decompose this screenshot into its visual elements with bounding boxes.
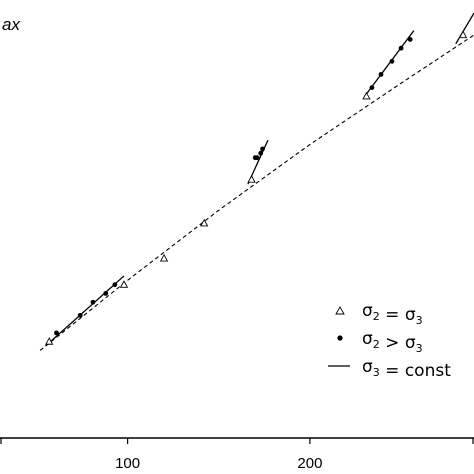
triangle-point xyxy=(119,280,129,288)
legend-triangle-marker xyxy=(335,306,345,315)
legend-label: σ2 > σ3 xyxy=(362,329,423,355)
legend-text-part: = const xyxy=(380,361,451,381)
triangle-point xyxy=(458,30,468,39)
filled-point xyxy=(398,45,404,51)
filled-point xyxy=(54,330,59,336)
filled-point xyxy=(112,282,118,288)
fit-curve-line xyxy=(39,34,474,351)
triangle-point xyxy=(159,253,169,262)
filled-point xyxy=(260,146,265,152)
triangle-point xyxy=(247,175,256,183)
const-line-segment xyxy=(455,12,474,45)
legend-subscript: 3 xyxy=(416,314,423,327)
legend-subscript: 3 xyxy=(373,366,380,379)
legend-text-part: σ xyxy=(405,305,416,325)
filled-point xyxy=(258,150,264,156)
y-axis-title-fragment: ax xyxy=(2,15,20,34)
fit-curve xyxy=(39,34,474,351)
legend-text-part: σ xyxy=(362,357,373,377)
legend-label: σ2 = σ3 xyxy=(362,301,423,327)
filled-point xyxy=(90,299,96,305)
x-tick-label: 100 xyxy=(115,455,140,472)
filled-point xyxy=(389,58,395,64)
filled-point xyxy=(103,291,109,296)
triangle-point xyxy=(45,337,54,345)
legend-label: σ3 = const xyxy=(362,357,451,381)
triangle-point xyxy=(362,91,371,100)
data-points xyxy=(45,30,468,345)
triangle-point xyxy=(200,218,209,227)
x-axis: 100 200 xyxy=(0,437,474,472)
filled-point xyxy=(378,72,384,77)
legend-text-part: σ xyxy=(405,333,416,353)
filled-point xyxy=(77,312,83,318)
x-tick-label: 200 xyxy=(297,455,322,472)
filled-point xyxy=(407,37,413,42)
legend-text-part: σ xyxy=(362,329,373,349)
legend-subscript: 3 xyxy=(416,342,423,355)
const-lines xyxy=(45,12,474,347)
legend-subscript: 2 xyxy=(373,338,380,351)
filled-point xyxy=(254,155,260,161)
filled-point xyxy=(369,85,375,90)
legend-text-part: σ xyxy=(362,301,373,321)
legend-subscript: 2 xyxy=(373,310,380,323)
legend-text-part: = xyxy=(380,305,405,325)
legend-text-part: > xyxy=(380,333,405,353)
const-line-segment xyxy=(45,275,125,347)
legend-circle-marker xyxy=(337,335,343,341)
